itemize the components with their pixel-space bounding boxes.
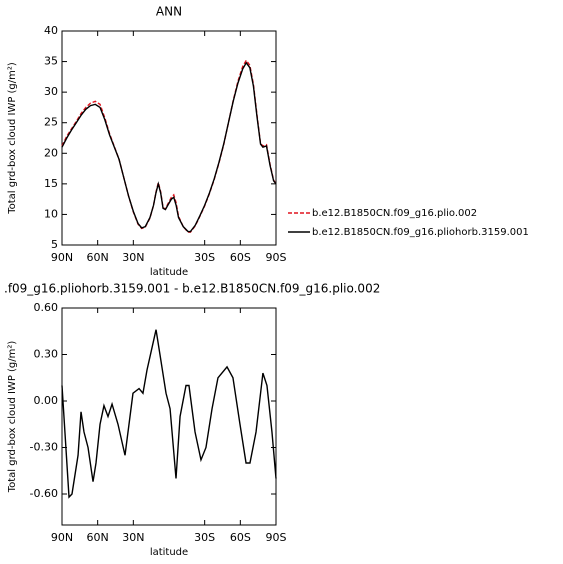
y-tick-label: 0.60 [34, 301, 59, 314]
y-tick-label: 20 [44, 146, 58, 159]
x-tick-label: 90S [266, 531, 287, 544]
y-tick-label: 5 [51, 238, 58, 251]
y-tick-label: 40 [44, 24, 58, 37]
y-axis-label: Total grd-box cloud IWP (g/m²) [7, 341, 18, 494]
y-tick-label: 30 [44, 85, 58, 98]
x-tick-label: 90N [51, 251, 73, 264]
chart-title: ANN [156, 5, 182, 19]
y-tick-label: 15 [44, 177, 58, 190]
x-tick-label: 60S [230, 531, 251, 544]
y-tick-label: 35 [44, 55, 58, 68]
x-axis-label: latitude [150, 547, 188, 558]
y-tick-label: -0.30 [30, 441, 58, 454]
y-axis-label: Total grd-box cloud IWP (g/m²) [7, 62, 18, 215]
legend-label: b.e12.B1850CN.f09_g16.pliohorb.3159.001 [312, 227, 529, 238]
y-tick-label: 0.30 [34, 348, 59, 361]
x-tick-label: 30N [122, 531, 144, 544]
data-line [61, 61, 277, 233]
x-tick-label: 30S [194, 531, 215, 544]
y-tick-label: 0.00 [34, 394, 59, 407]
chart-title: .f09_g16.pliohorb.3159.001 - b.e12.B1850… [4, 282, 380, 296]
x-tick-label: 30S [194, 251, 215, 264]
legend-label: b.e12.B1850CN.f09_g16.plio.002 [312, 208, 477, 219]
x-axis-label: latitude [150, 267, 188, 278]
plot-frame [61, 30, 277, 246]
x-tick-label: 60S [230, 251, 251, 264]
x-tick-label: 60N [87, 531, 109, 544]
y-tick-label: 10 [44, 207, 58, 220]
y-tick-label: -0.60 [30, 487, 58, 500]
x-tick-label: 90S [266, 251, 287, 264]
data-line [61, 59, 277, 233]
data-line [61, 329, 277, 499]
x-tick-label: 30N [122, 251, 144, 264]
y-tick-label: 25 [44, 116, 58, 129]
plot-frame [61, 307, 277, 526]
x-tick-label: 60N [87, 251, 109, 264]
x-tick-label: 90N [51, 531, 73, 544]
